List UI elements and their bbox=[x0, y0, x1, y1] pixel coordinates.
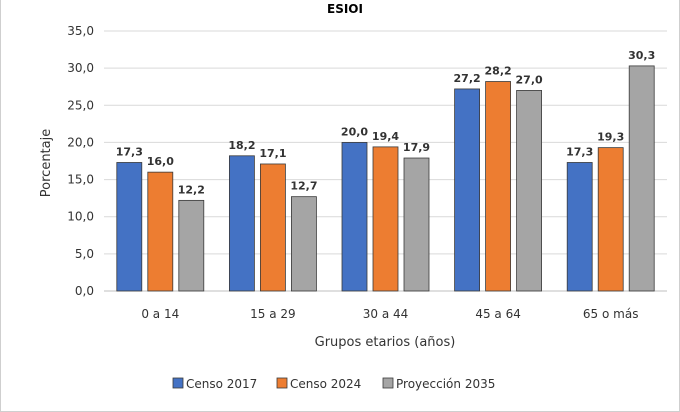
x-tick-label: 0 a 14 bbox=[141, 307, 179, 321]
legend-swatch bbox=[276, 377, 288, 389]
bar bbox=[516, 90, 542, 292]
data-label: 20,0 bbox=[341, 125, 368, 138]
data-label: 27,0 bbox=[516, 73, 543, 86]
bar bbox=[259, 163, 286, 292]
y-tick-label: 10,0 bbox=[67, 210, 94, 224]
data-label: 19,3 bbox=[597, 131, 624, 144]
bar bbox=[485, 81, 512, 292]
bar bbox=[628, 65, 655, 292]
bar bbox=[178, 199, 205, 292]
bar bbox=[116, 162, 143, 292]
data-label: 17,1 bbox=[259, 147, 286, 160]
bar bbox=[228, 155, 255, 292]
x-tick-label: 15 a 29 bbox=[250, 307, 296, 321]
data-label: 28,2 bbox=[485, 65, 512, 78]
bar bbox=[454, 88, 481, 292]
legend-label: Censo 2017 bbox=[186, 377, 257, 391]
bar bbox=[290, 196, 317, 292]
bar bbox=[597, 147, 624, 292]
data-label: 17,3 bbox=[566, 145, 593, 158]
x-axis-title: Grupos etarios (años) bbox=[315, 335, 456, 350]
x-tick-label: 65 o más bbox=[583, 307, 639, 321]
y-tick-label: 30,0 bbox=[67, 61, 94, 75]
chart-title: ESIOI bbox=[327, 2, 363, 16]
data-label: 27,2 bbox=[454, 72, 481, 85]
y-axis-title: Porcentaje bbox=[39, 129, 54, 197]
bar bbox=[341, 142, 368, 292]
legend-label: Censo 2024 bbox=[290, 377, 361, 391]
bar bbox=[566, 162, 593, 292]
bar bbox=[147, 171, 174, 292]
y-tick-label: 35,0 bbox=[67, 24, 94, 38]
data-label: 30,3 bbox=[628, 49, 655, 62]
legend-swatch bbox=[382, 377, 394, 389]
y-tick-label: 15,0 bbox=[67, 173, 94, 187]
data-label: 18,2 bbox=[228, 139, 255, 152]
legend: Censo 2017 Censo 2024 Proyección 2035 bbox=[172, 377, 495, 391]
x-axis-ticks: 0 a 14 15 a 29 30 a 44 45 a 64 65 o más bbox=[141, 307, 638, 321]
bar bbox=[403, 157, 430, 292]
data-label: 12,7 bbox=[290, 180, 317, 193]
bar bbox=[372, 146, 399, 292]
y-tick-label: 5,0 bbox=[75, 247, 94, 261]
y-tick-label: 0,0 bbox=[75, 284, 94, 298]
data-label: 17,3 bbox=[116, 145, 143, 158]
data-label: 16,0 bbox=[147, 155, 174, 168]
y-axis-ticks: 0,0 5,0 10,0 15,0 20,0 25,0 30,0 35,0 bbox=[67, 24, 94, 298]
bars: 17,3 16,0 12,2 18,2 17,1 12,7 20,0 19,4 17,9 27,2… bbox=[116, 49, 655, 292]
data-label: 12,2 bbox=[178, 183, 205, 196]
x-tick-label: 30 a 44 bbox=[363, 307, 409, 321]
y-tick-label: 20,0 bbox=[67, 135, 94, 149]
x-tick-label: 45 a 64 bbox=[475, 307, 521, 321]
y-tick-label: 25,0 bbox=[67, 98, 94, 112]
data-label: 17,9 bbox=[403, 141, 430, 154]
data-label: 19,4 bbox=[372, 130, 399, 143]
legend-label: Proyección 2035 bbox=[396, 377, 495, 391]
legend-swatch bbox=[172, 377, 184, 389]
